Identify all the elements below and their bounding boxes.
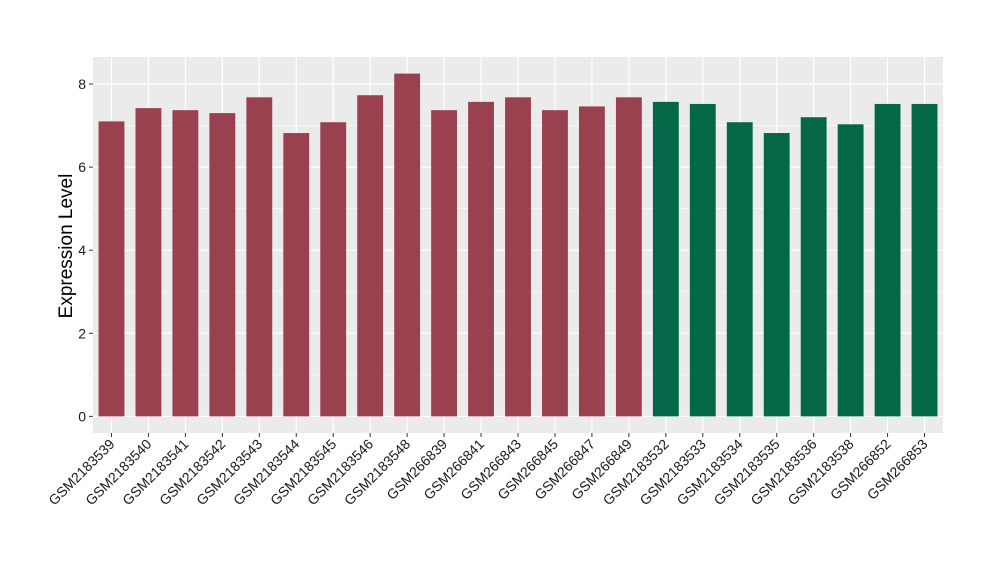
- bar: [689, 103, 716, 417]
- bar: [357, 95, 384, 417]
- y-axis-title: Expression Level: [56, 174, 77, 319]
- y-axis-ticks: 0 2 4 6 8: [78, 76, 93, 424]
- x-axis-ticks: GSM2183539GSM2183540GSM2183541GSM2183542…: [45, 433, 931, 508]
- bar: [172, 110, 199, 417]
- bar: [431, 110, 458, 417]
- bar: [874, 103, 901, 417]
- bar: [98, 121, 125, 417]
- bar: [837, 124, 864, 417]
- bar: [726, 122, 753, 417]
- y-tick-label: 2: [78, 325, 86, 341]
- bar: [135, 108, 162, 417]
- y-tick-label: 6: [78, 159, 86, 175]
- bar: [763, 133, 790, 417]
- bar: [505, 97, 531, 417]
- bar: [578, 106, 605, 417]
- bar: [209, 113, 236, 417]
- bar: [320, 122, 347, 417]
- bar: [800, 117, 827, 417]
- bar: [542, 110, 568, 417]
- bar: [652, 101, 679, 417]
- bar: [246, 97, 273, 417]
- bar: [615, 97, 642, 417]
- bar: [468, 101, 494, 417]
- bars: [98, 73, 938, 417]
- y-tick-label: 4: [78, 242, 86, 258]
- bar: [394, 73, 421, 417]
- y-tick-label: 8: [78, 76, 86, 92]
- y-tick-label: 0: [78, 408, 86, 424]
- bar: [911, 103, 938, 417]
- bar: [283, 133, 310, 417]
